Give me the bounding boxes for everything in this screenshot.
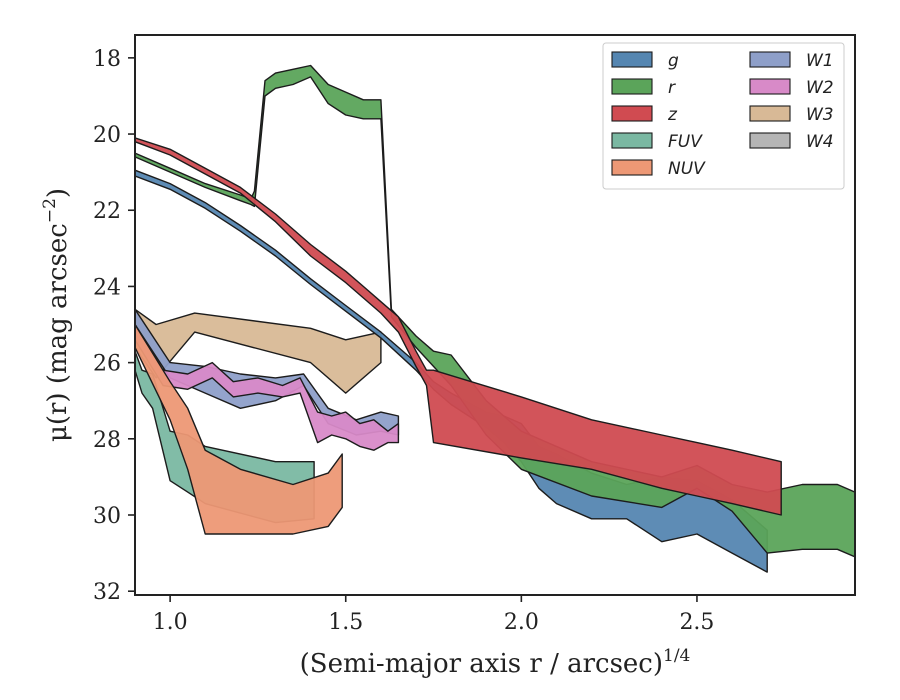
legend-swatch-fuv [611, 132, 653, 149]
legend-label-r: r [668, 78, 676, 98]
x-tick-label: 1.5 [328, 610, 363, 635]
legend-label-w3: W3 [806, 105, 834, 125]
legend-label-w2: W2 [806, 78, 834, 98]
legend-swatch-w3 [749, 105, 791, 122]
y-axis: 18 20 22 24 26 28 30 32 [93, 47, 135, 605]
legend-label-g: g [668, 51, 679, 71]
legend-swatch-z [611, 105, 653, 122]
legend: grz FUV NUV W1 W2 W3 W4 [602, 42, 845, 190]
legend-swatch-w1 [749, 51, 791, 68]
band-nuv [135, 323, 343, 535]
y-tick-label: 20 [93, 123, 121, 148]
band-z [135, 137, 782, 516]
legend-label-w1: W1 [806, 51, 834, 71]
legend-label-fuv: FUV [668, 132, 703, 152]
band-r [135, 64, 855, 558]
x-axis-label: (Semi-major axis r / arcsec)1/4 [300, 646, 691, 679]
band-g [135, 169, 768, 573]
x-axis: 1.0 1.5 2.0 2.5 [153, 595, 714, 635]
x-tick-label: 2.5 [679, 610, 714, 635]
legend-label-z: z [667, 105, 678, 125]
y-tick-label: 24 [93, 275, 121, 300]
legend-swatch-nuv [611, 159, 653, 176]
y-tick-label: 26 [93, 352, 121, 377]
x-tick-label: 1.0 [153, 610, 188, 635]
legend-swatch-w2 [749, 78, 791, 95]
legend-label-w4: W4 [806, 132, 834, 152]
y-tick-label: 32 [93, 580, 121, 605]
legend-swatch-g [611, 51, 653, 68]
y-axis-label: μ(r) (mag arcsec−2) [40, 188, 73, 442]
y-tick-label: 28 [93, 428, 121, 453]
y-tick-label: 22 [93, 199, 121, 224]
band-w2 [135, 323, 400, 451]
y-tick-label: 30 [93, 504, 121, 529]
y-tick-label: 18 [93, 47, 121, 72]
legend-swatch-w4 [749, 132, 791, 149]
legend-swatch-r [611, 78, 653, 95]
plot-frame [134, 34, 856, 596]
x-tick-label: 2.0 [504, 610, 539, 635]
band-layer [135, 64, 855, 573]
legend-label-nuv: NUV [668, 159, 706, 179]
